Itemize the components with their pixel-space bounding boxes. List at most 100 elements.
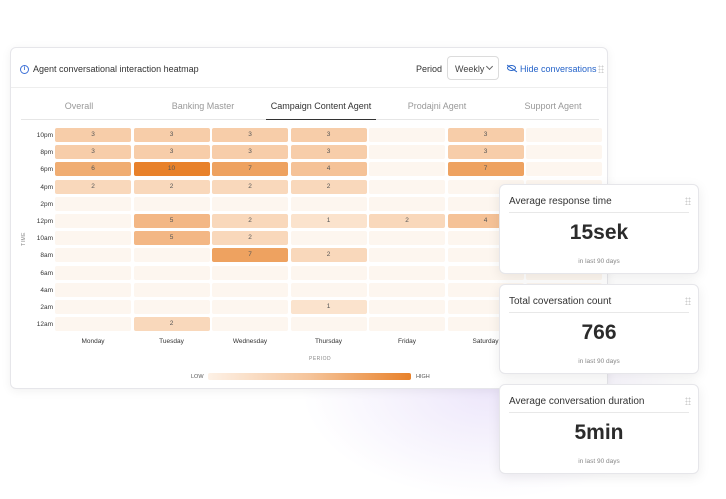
drag-handle-icon[interactable] — [685, 197, 691, 205]
heatmap-cell[interactable] — [290, 265, 367, 280]
row-label: 12am — [36, 321, 53, 329]
heatmap-cell[interactable]: 7 — [447, 162, 524, 177]
stat-subtitle: in last 90 days — [578, 458, 620, 465]
divider — [509, 412, 689, 413]
heatmap-cell[interactable]: 3 — [55, 145, 131, 160]
stat-card-conversation-duration: Average conversation duration 5min in la… — [499, 384, 699, 474]
heatmap-cell[interactable]: 3 — [212, 145, 288, 160]
card-title: Agent conversational interaction heatmap — [33, 64, 199, 74]
eye-slash-icon[interactable] — [507, 65, 516, 71]
legend-gradient — [208, 373, 411, 380]
tab-campaign-content-agent[interactable]: Campaign Content Agent — [266, 101, 376, 120]
heatmap-cell[interactable] — [369, 282, 445, 297]
heatmap-cell[interactable]: 10 — [133, 162, 210, 177]
tab-banking-master[interactable]: Banking Master — [171, 101, 235, 111]
heatmap-cell[interactable]: 2 — [55, 179, 131, 194]
heatmap-cell[interactable]: 3 — [133, 128, 210, 142]
heatmap-cell[interactable] — [526, 145, 602, 160]
divider — [509, 312, 689, 313]
heatmap-cell[interactable]: 2 — [212, 231, 288, 246]
heatmap-cell[interactable]: 7 — [212, 162, 288, 177]
hide-conversations-button[interactable]: Hide conversations — [520, 64, 597, 74]
row-label: 10am — [36, 235, 53, 243]
agent-tabs: Overall Banking Master Campaign Content … — [21, 96, 599, 120]
row-label: 4pm — [40, 183, 53, 191]
heatmap-cell[interactable] — [55, 317, 131, 332]
column-label: Wednesday — [232, 338, 268, 345]
heatmap-cell[interactable]: 3 — [447, 128, 524, 142]
heatmap-cell[interactable] — [55, 282, 131, 297]
heatmap-cell[interactable] — [55, 231, 131, 246]
stat-card-conversation-count: Total coversation count 766 in last 90 d… — [499, 284, 699, 374]
heatmap-cell[interactable] — [55, 196, 131, 211]
column-label: Saturday — [472, 338, 499, 345]
drag-handle-icon[interactable] — [598, 65, 604, 73]
heatmap-cell[interactable] — [369, 248, 445, 263]
period-select[interactable]: Weekly — [447, 56, 499, 80]
heatmap-cell[interactable]: 5 — [133, 214, 210, 228]
heatmap-cell[interactable]: 2 — [133, 317, 210, 332]
heatmap-cell[interactable] — [369, 196, 445, 211]
heatmap-cell[interactable]: 3 — [447, 145, 524, 160]
heatmap-cell[interactable] — [369, 145, 445, 160]
heatmap-cell[interactable] — [290, 317, 367, 332]
heatmap-cell[interactable] — [526, 162, 602, 177]
heatmap-cell[interactable] — [290, 196, 367, 211]
heatmap-cell[interactable] — [55, 300, 131, 314]
heatmap-cell[interactable]: 2 — [290, 179, 367, 194]
heatmap-cell[interactable]: 5 — [133, 231, 210, 246]
stat-value: 5min — [574, 421, 624, 444]
heatmap-cell[interactable] — [212, 300, 288, 314]
heatmap-cell[interactable]: 1 — [290, 300, 367, 314]
heatmap-cell[interactable] — [212, 317, 288, 332]
tab-overall[interactable]: Overall — [64, 101, 94, 111]
heatmap-cell[interactable] — [133, 300, 210, 314]
heatmap-cell[interactable] — [55, 265, 131, 280]
column-label: Friday — [397, 338, 417, 345]
heatmap-cell[interactable]: 2 — [290, 248, 367, 263]
heatmap-cell[interactable] — [369, 128, 445, 142]
heatmap-cell[interactable] — [133, 248, 210, 263]
tab-support-agent[interactable]: Support Agent — [524, 101, 582, 111]
heatmap-cell[interactable] — [290, 282, 367, 297]
heatmap-cell[interactable] — [212, 196, 288, 211]
heatmap-cell[interactable] — [212, 282, 288, 297]
heatmap-cell[interactable]: 2 — [133, 179, 210, 194]
heatmap-cell[interactable] — [212, 265, 288, 280]
row-label: 2pm — [40, 200, 53, 208]
info-icon[interactable]: i — [20, 65, 29, 74]
row-label: 8am — [40, 252, 53, 260]
heatmap-cell[interactable] — [369, 231, 445, 246]
heatmap-cell[interactable]: 3 — [290, 145, 367, 160]
heatmap-cell[interactable] — [369, 300, 445, 314]
heatmap-cell[interactable] — [526, 128, 602, 142]
heatmap-cell[interactable]: 3 — [55, 128, 131, 142]
period-select-value: Weekly — [455, 64, 485, 74]
heatmap-cell[interactable] — [290, 231, 367, 246]
row-label: 10pm — [36, 132, 53, 139]
heatmap-cell[interactable]: 2 — [212, 179, 288, 194]
heatmap-cell[interactable] — [133, 265, 210, 280]
heatmap-cell[interactable]: 1 — [290, 214, 367, 228]
heatmap-cell[interactable]: 3 — [133, 145, 210, 160]
heatmap-cell[interactable]: 6 — [55, 162, 131, 177]
heatmap-cell[interactable]: 4 — [290, 162, 367, 177]
column-label: Monday — [81, 338, 105, 345]
heatmap-cell[interactable]: 2 — [369, 214, 445, 228]
heatmap-cell[interactable] — [369, 265, 445, 280]
heatmap-cell[interactable]: 3 — [212, 128, 288, 142]
heatmap-cell[interactable] — [369, 179, 445, 194]
heatmap-cell[interactable] — [369, 317, 445, 332]
heatmap-cell[interactable] — [133, 196, 210, 211]
column-label: Tuesday — [159, 338, 184, 345]
heatmap-cell[interactable] — [55, 248, 131, 263]
heatmap-cell[interactable]: 2 — [212, 214, 288, 228]
drag-handle-icon[interactable] — [685, 297, 691, 305]
heatmap-cell[interactable] — [133, 282, 210, 297]
heatmap-cell[interactable]: 3 — [290, 128, 367, 142]
drag-handle-icon[interactable] — [685, 397, 691, 405]
heatmap-cell[interactable] — [55, 214, 131, 228]
tab-prodajni-agent[interactable]: Prodajni Agent — [407, 101, 467, 111]
heatmap-cell[interactable]: 7 — [212, 248, 288, 263]
heatmap-cell[interactable] — [369, 162, 445, 177]
